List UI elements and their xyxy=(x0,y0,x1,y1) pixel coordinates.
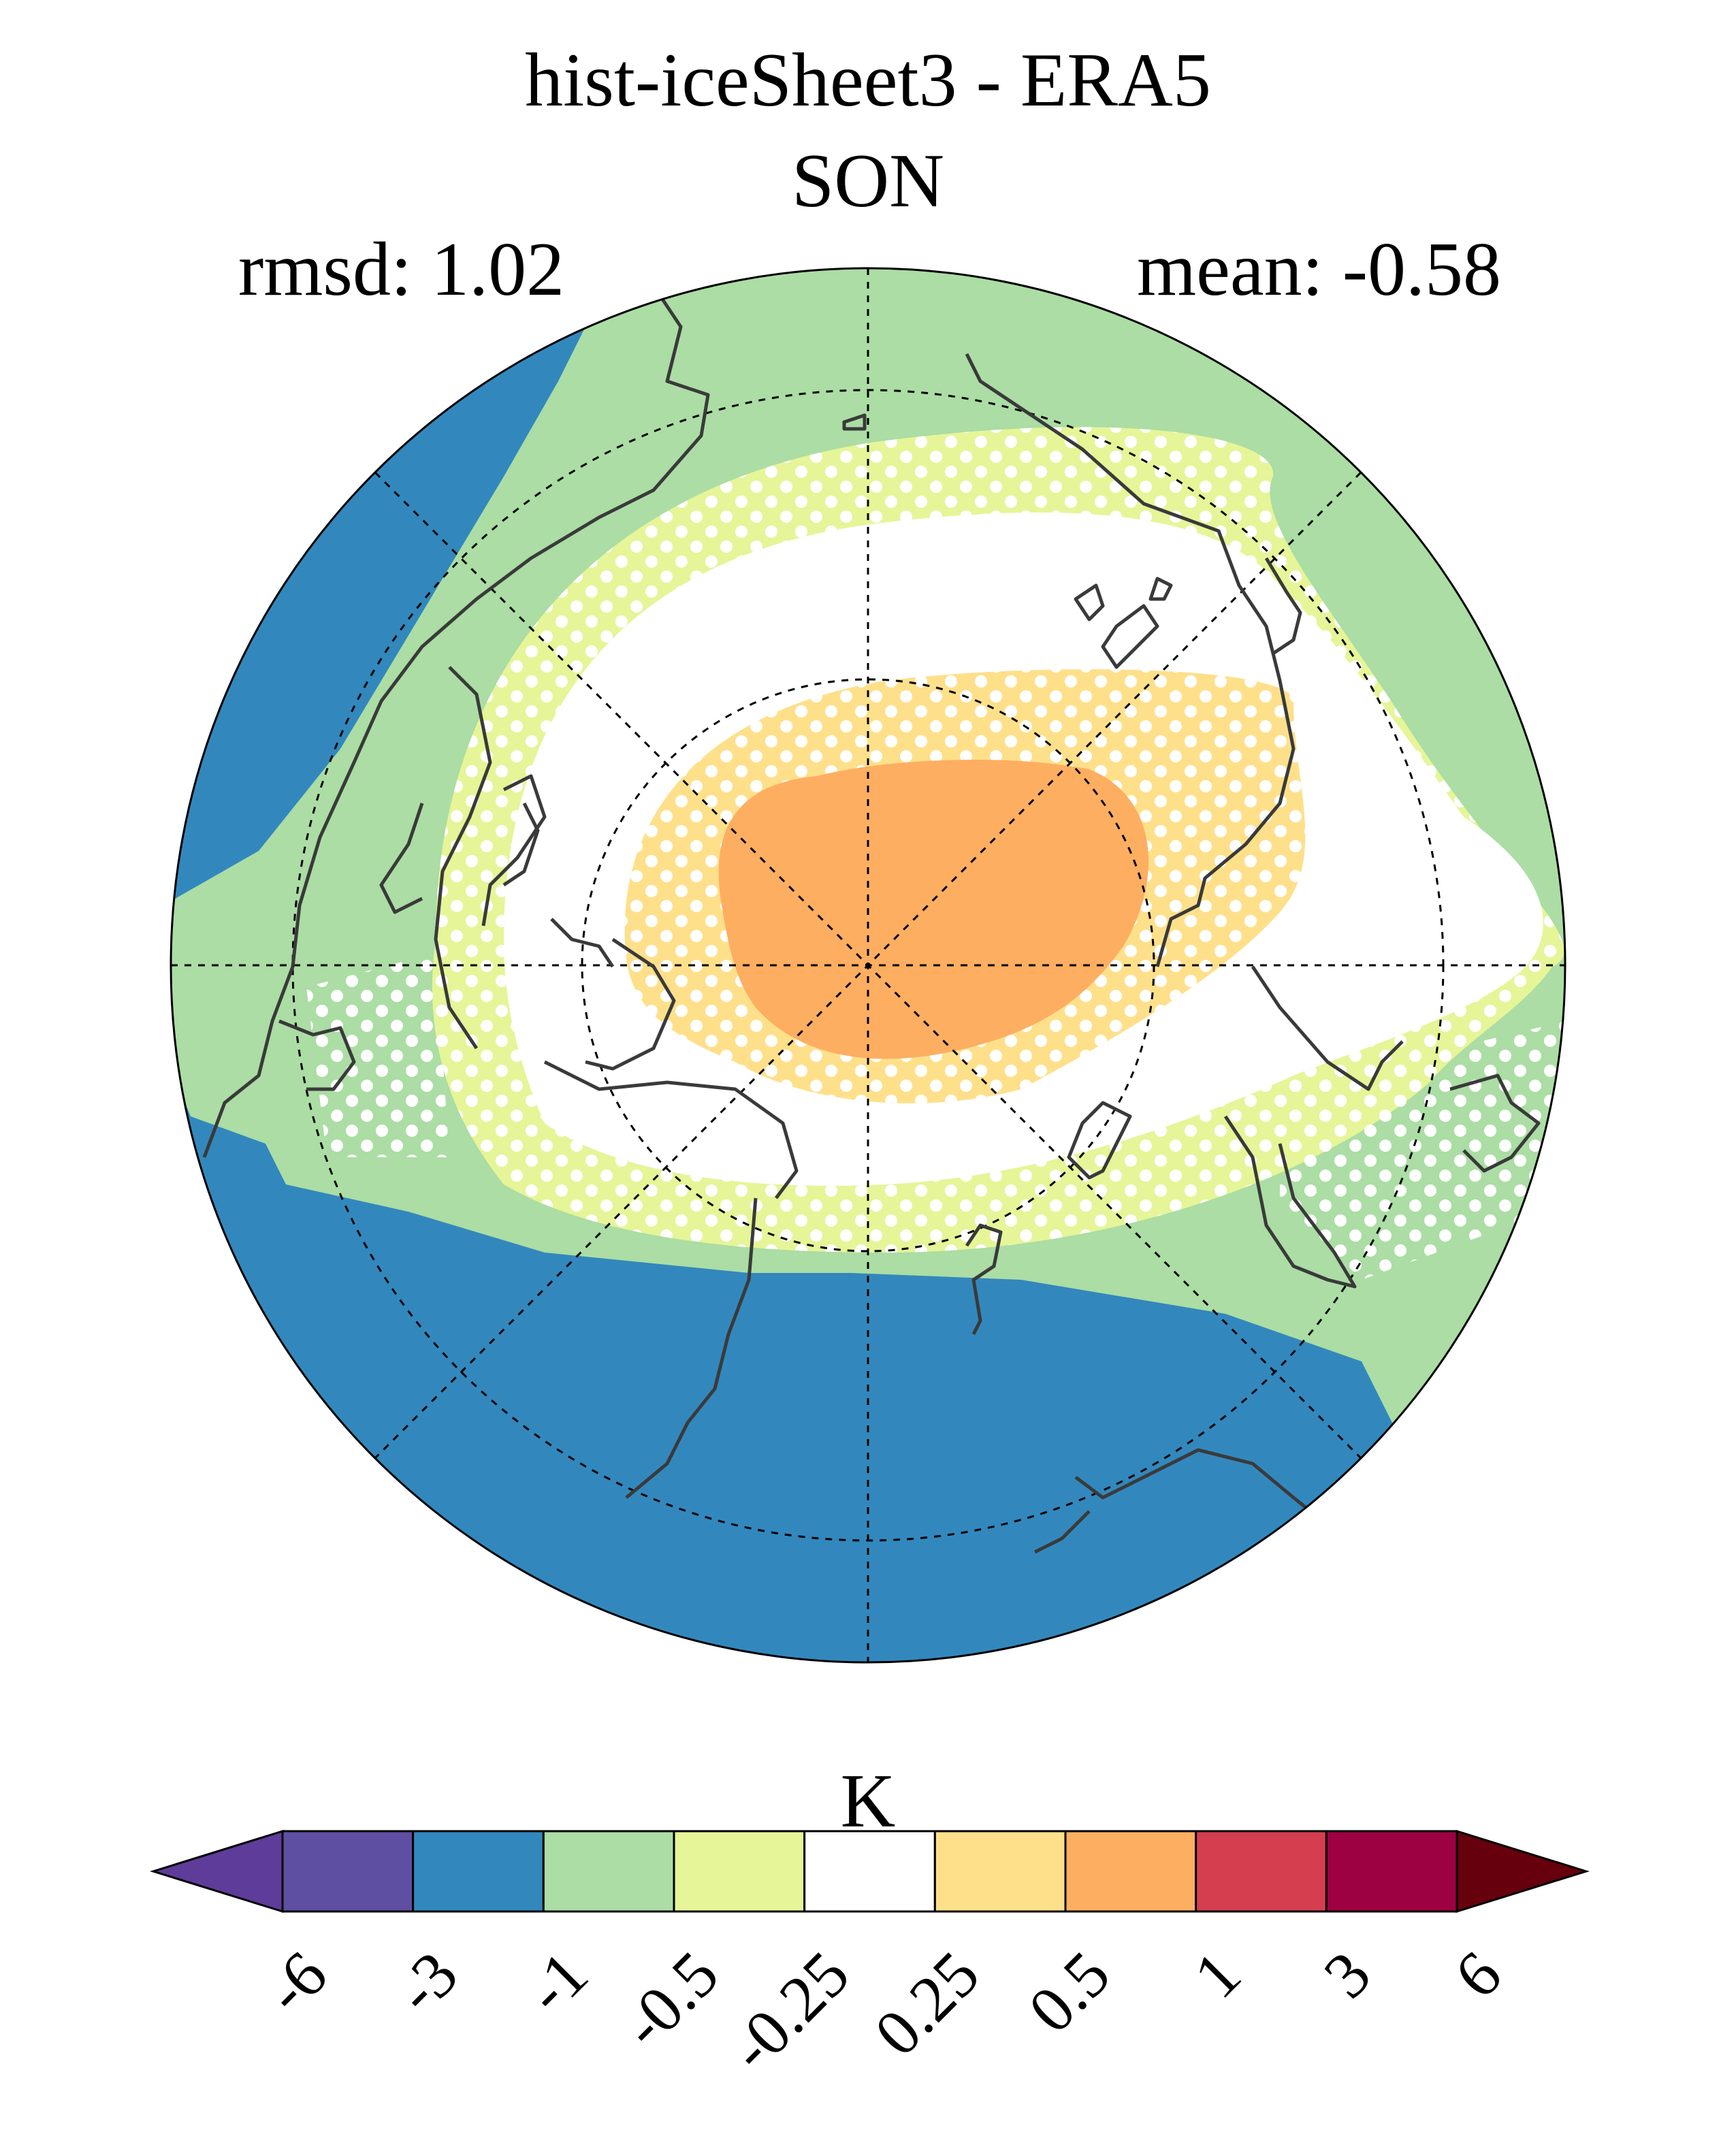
field-blue-south xyxy=(171,1048,1430,1662)
season-label: SON xyxy=(791,139,945,223)
stipple-orange-ring xyxy=(624,669,1306,1103)
colorbar-unit: K xyxy=(840,1759,896,1843)
colorbar-swatch xyxy=(1325,1830,1458,1913)
colorbar-swatch xyxy=(673,1830,806,1913)
field-orange xyxy=(718,760,1149,1059)
stipple-ring xyxy=(432,427,1564,1253)
colorbar-swatch xyxy=(1195,1830,1328,1913)
colorbar-swatch xyxy=(542,1830,675,1913)
colorbar xyxy=(149,1829,1590,1914)
colorbar-swatch xyxy=(933,1830,1067,1913)
graticule xyxy=(171,268,1565,1662)
rmsd-label: rmsd: 1.02 xyxy=(238,227,565,312)
stipple-east xyxy=(1280,1021,1565,1280)
colorbar-swatch xyxy=(412,1830,545,1913)
map-title: hist-iceSheet3 - ERA5 xyxy=(525,38,1211,123)
colorbar-swatch xyxy=(281,1830,415,1913)
colorbar-swatch xyxy=(803,1830,936,1913)
colorbar-extend-high xyxy=(1456,1829,1590,1914)
stipple-west xyxy=(306,953,449,1157)
map-boundary xyxy=(170,267,1566,1664)
colorbar-extend-low xyxy=(149,1829,284,1914)
coastlines xyxy=(202,285,1541,1554)
mean-label: mean: -0.58 xyxy=(1137,227,1501,312)
colorbar-swatch xyxy=(1064,1830,1197,1913)
polar-map xyxy=(170,267,1566,1664)
